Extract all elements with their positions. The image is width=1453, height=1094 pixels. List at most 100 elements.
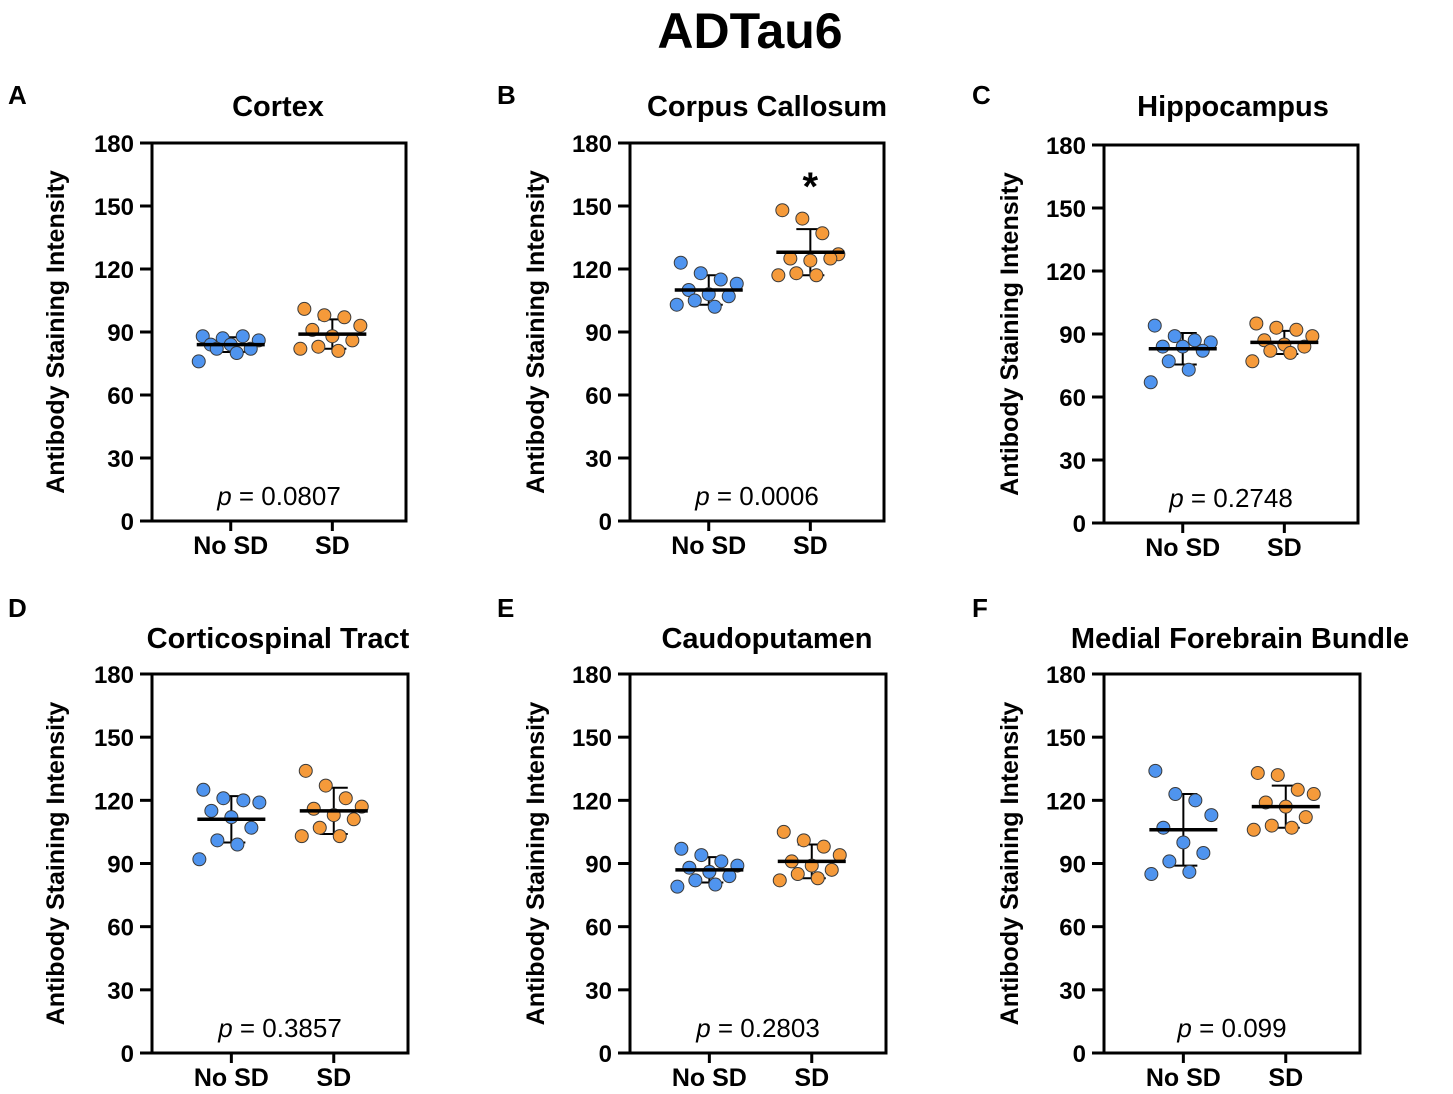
data-point — [815, 226, 830, 241]
y-tick-label: 90 — [1059, 852, 1086, 879]
data-point — [722, 869, 737, 884]
data-point — [196, 782, 211, 797]
data-point — [1181, 362, 1196, 377]
p-value-label: p = 0.0807 — [216, 481, 341, 511]
y-tick-label: 0 — [1073, 511, 1086, 538]
panel-title: Hippocampus — [1137, 91, 1329, 123]
panel-letter: C — [972, 80, 991, 110]
y-tick-label: 60 — [1059, 385, 1086, 412]
p-value-label: p = 0.099 — [1176, 1013, 1286, 1043]
data-point — [714, 854, 729, 869]
data-point — [1176, 835, 1191, 850]
data-point — [1306, 787, 1321, 802]
data-point — [317, 308, 332, 323]
data-point — [1196, 845, 1211, 860]
p-value-label: p = 0.3857 — [217, 1013, 342, 1043]
data-point — [1188, 793, 1203, 808]
p-value-label: p = 0.0006 — [694, 481, 819, 511]
y-axis-label: Antibody Staining Intensity — [42, 170, 70, 494]
x-category-label: SD — [316, 1064, 351, 1092]
data-point — [1182, 864, 1197, 879]
data-point — [252, 795, 267, 810]
data-point — [332, 829, 347, 844]
plot-frame — [150, 141, 408, 523]
data-point — [803, 253, 818, 268]
data-point — [775, 203, 790, 218]
data-point — [210, 833, 225, 848]
data-point — [682, 860, 697, 875]
data-point — [346, 812, 361, 827]
data-point — [789, 266, 804, 281]
data-point — [1144, 867, 1159, 882]
data-point — [1187, 333, 1202, 348]
y-tick-label: 150 — [572, 194, 612, 221]
data-point — [1289, 322, 1304, 337]
data-point — [670, 879, 685, 894]
y-tick-label: 30 — [1059, 448, 1086, 475]
data-point — [1246, 822, 1261, 837]
data-point — [1284, 820, 1299, 835]
x-category-label: No SD — [672, 1064, 747, 1092]
data-point — [331, 343, 346, 358]
data-point — [796, 833, 811, 848]
x-category-label: SD — [1268, 1064, 1303, 1092]
data-point — [832, 848, 847, 863]
data-point — [1155, 339, 1170, 354]
y-tick-label: 90 — [585, 852, 612, 879]
data-point — [1283, 345, 1298, 360]
panel-letter: A — [8, 80, 27, 110]
y-axis-label: Antibody Staining Intensity — [522, 702, 550, 1026]
x-category-label: SD — [315, 532, 350, 560]
data-point — [1175, 339, 1190, 354]
y-tick-label: 60 — [1059, 915, 1086, 942]
data-point — [673, 255, 688, 270]
y-axis-label: Antibody Staining Intensity — [996, 172, 1024, 496]
data-point — [338, 791, 353, 806]
y-tick-label: 60 — [107, 915, 134, 942]
data-point — [192, 852, 207, 867]
data-point — [1195, 343, 1210, 358]
data-point — [693, 266, 708, 281]
x-category-label: SD — [1267, 534, 1302, 562]
data-point — [674, 841, 689, 856]
data-point — [244, 820, 259, 835]
data-point — [337, 310, 352, 325]
y-tick-label: 90 — [107, 852, 134, 879]
y-axis-label: Antibody Staining Intensity — [42, 702, 70, 1026]
data-point — [810, 871, 825, 886]
y-tick-label: 120 — [1046, 259, 1086, 286]
panel-title: Cortex — [232, 91, 324, 123]
plot-frame — [150, 672, 410, 1055]
data-point — [1264, 818, 1279, 833]
data-point — [229, 346, 244, 360]
y-tick-label: 30 — [585, 446, 612, 473]
plot-frame — [628, 141, 886, 523]
data-point — [669, 297, 684, 312]
y-tick-label: 60 — [107, 383, 134, 410]
panel-letter: E — [497, 593, 514, 623]
significance-marker: * — [803, 165, 819, 209]
panel-letter: D — [8, 593, 27, 623]
panel-e: E Caudoputamen Antibody Staining Intensity… — [497, 593, 888, 1092]
data-point — [294, 829, 309, 844]
data-point — [694, 848, 709, 863]
y-tick-label: 0 — [1073, 1041, 1086, 1068]
y-tick-label: 180 — [1046, 662, 1086, 689]
y-tick-label: 150 — [94, 725, 134, 752]
plot-frame — [1102, 143, 1360, 525]
x-category-label: SD — [794, 1064, 829, 1092]
data-point — [1156, 820, 1171, 835]
panel-letter: F — [972, 593, 988, 623]
panel-title: Corticospinal Tract — [147, 623, 410, 655]
data-point — [1269, 320, 1284, 335]
y-tick-label: 120 — [572, 257, 612, 284]
x-category-label: No SD — [1145, 534, 1220, 562]
x-category-label: No SD — [1146, 1064, 1221, 1092]
panel-a: A Cortex Antibody Staining Intensity 0 30 60 9… — [8, 80, 408, 560]
data-point — [772, 873, 787, 888]
y-tick-label: 0 — [121, 509, 134, 536]
data-point — [318, 778, 333, 793]
y-tick-label: 30 — [107, 446, 134, 473]
panel-letter: B — [497, 80, 516, 110]
data-point — [1143, 375, 1158, 390]
